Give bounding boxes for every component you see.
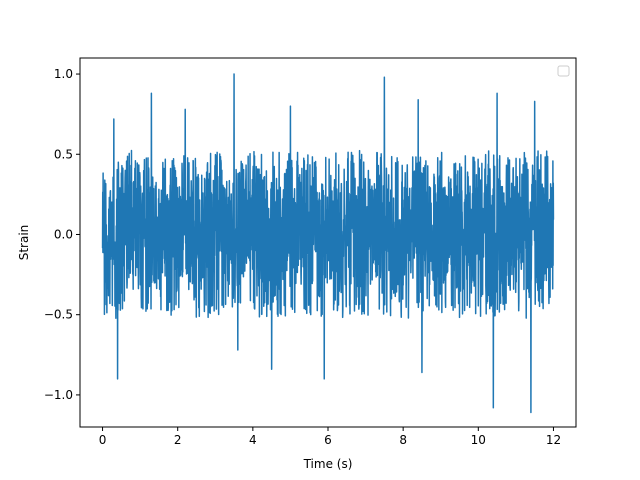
x-tick-label: 6 [324, 433, 332, 447]
axes-frame [79, 57, 577, 428]
y-axis-label: Strain [17, 225, 31, 261]
axis-ticks: 0 2 4 6 8 10 12 −1.0 −0.5 0.0 0.5 1.0 [44, 67, 561, 447]
y-tick-label: 0.0 [54, 227, 73, 241]
plot-area [101, 73, 555, 414]
x-tick-label: 4 [249, 433, 257, 447]
strain-series-line [101, 73, 555, 414]
y-tick-label: 1.0 [54, 67, 73, 81]
x-tick-label: 12 [546, 433, 561, 447]
x-tick-label: 2 [174, 433, 182, 447]
y-tick-label: −0.5 [44, 308, 73, 322]
y-tick-label: 0.5 [54, 147, 73, 161]
legend-box [557, 65, 570, 77]
x-tick-label: 8 [399, 433, 407, 447]
x-tick-label: 0 [99, 433, 107, 447]
x-axis-label: Time (s) [303, 457, 353, 471]
y-tick-label: −1.0 [44, 388, 73, 402]
x-tick-label: 10 [471, 433, 486, 447]
